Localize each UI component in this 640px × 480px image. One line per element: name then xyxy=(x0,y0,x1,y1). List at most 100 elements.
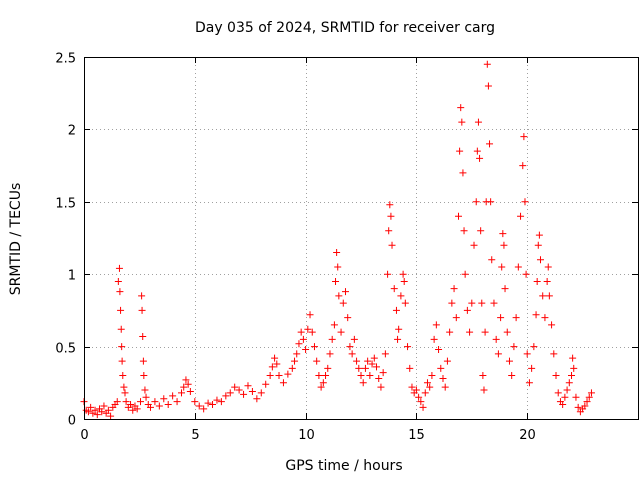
data-point xyxy=(375,374,383,382)
data-point xyxy=(569,354,577,362)
data-point xyxy=(180,383,188,391)
data-point xyxy=(446,328,454,336)
data-point xyxy=(520,133,528,141)
data-point xyxy=(458,118,466,126)
data-point xyxy=(160,395,168,403)
data-point xyxy=(381,350,389,358)
data-point xyxy=(510,343,518,351)
data-point xyxy=(548,321,556,329)
data-point xyxy=(443,357,451,365)
data-point xyxy=(426,383,434,391)
data-point xyxy=(291,357,299,365)
y-tick-label: 0.5 xyxy=(55,342,76,357)
data-point xyxy=(379,369,387,377)
axis-ticks: 0 5 10 15 20 0 0.5 1 1.5 2 2.5 xyxy=(55,52,638,443)
data-point xyxy=(419,403,427,411)
data-point xyxy=(490,299,498,307)
data-point xyxy=(93,411,101,419)
data-point xyxy=(488,256,496,264)
data-point xyxy=(141,386,149,394)
data-point xyxy=(519,162,527,170)
data-point xyxy=(387,212,395,220)
x-axis-label: GPS time / hours xyxy=(285,458,402,474)
data-point xyxy=(552,372,560,380)
data-point xyxy=(87,403,95,411)
data-point xyxy=(400,277,408,285)
data-point xyxy=(279,379,287,387)
data-point xyxy=(114,277,122,285)
data-point xyxy=(544,263,552,271)
data-point xyxy=(297,328,305,336)
data-point xyxy=(522,270,530,278)
data-point xyxy=(253,395,261,403)
data-point xyxy=(337,328,345,336)
data-point xyxy=(133,405,141,413)
data-point xyxy=(463,306,471,314)
data-point xyxy=(437,364,445,372)
data-point xyxy=(554,389,562,397)
data-point xyxy=(341,288,349,296)
data-point xyxy=(585,393,593,401)
data-point xyxy=(456,147,464,155)
data-point xyxy=(295,340,303,348)
data-point xyxy=(570,364,578,372)
chart-title: Day 035 of 2024, SRMTID for receiver car… xyxy=(195,20,495,36)
data-point xyxy=(359,379,367,387)
data-point xyxy=(138,292,146,300)
data-point xyxy=(173,398,181,406)
data-point xyxy=(231,383,239,391)
data-point xyxy=(384,270,392,278)
data-point xyxy=(417,398,425,406)
data-point xyxy=(116,288,124,296)
x-tick-label: 5 xyxy=(191,428,199,443)
data-point xyxy=(415,393,423,401)
data-point xyxy=(377,383,385,391)
x-tick-label: 0 xyxy=(80,428,88,443)
data-point xyxy=(182,376,190,384)
data-point xyxy=(494,350,502,358)
data-point xyxy=(514,263,522,271)
data-points xyxy=(80,60,595,420)
data-point xyxy=(333,248,341,256)
data-point xyxy=(118,357,126,365)
data-point xyxy=(178,389,186,397)
data-point xyxy=(533,277,541,285)
data-point xyxy=(512,314,520,322)
grid xyxy=(84,57,638,419)
data-point xyxy=(330,321,338,329)
data-point xyxy=(401,299,409,307)
data-point xyxy=(324,364,332,372)
data-point xyxy=(543,277,551,285)
data-point xyxy=(505,357,513,365)
data-point xyxy=(257,389,265,397)
data-point xyxy=(583,398,591,406)
data-point xyxy=(121,389,129,397)
data-point xyxy=(304,325,312,333)
data-point xyxy=(293,350,301,358)
data-point xyxy=(273,360,281,368)
data-point xyxy=(448,299,456,307)
data-point xyxy=(528,364,536,372)
data-point xyxy=(275,372,283,380)
data-point xyxy=(521,198,529,206)
data-point xyxy=(587,389,595,397)
data-point xyxy=(117,325,125,333)
data-point xyxy=(127,401,135,409)
data-point xyxy=(399,270,407,278)
data-point xyxy=(364,357,372,365)
data-point xyxy=(100,402,108,410)
y-tick-label: 0 xyxy=(68,414,76,429)
data-point xyxy=(404,343,412,351)
data-point xyxy=(525,379,533,387)
data-point xyxy=(498,263,506,271)
data-point xyxy=(186,387,194,395)
data-point xyxy=(397,292,405,300)
data-point xyxy=(361,364,369,372)
data-point xyxy=(581,402,589,410)
data-point xyxy=(452,314,460,322)
data-point xyxy=(288,364,296,372)
data-point xyxy=(501,285,509,293)
data-point xyxy=(392,306,400,314)
data-point xyxy=(271,354,279,362)
data-point xyxy=(503,328,511,336)
